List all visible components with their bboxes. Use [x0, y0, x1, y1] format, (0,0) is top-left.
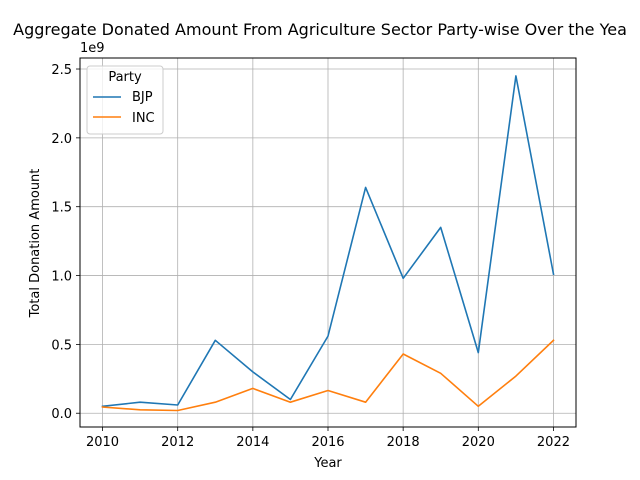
x-tick-label: 2014: [236, 435, 269, 450]
x-tick-label: 2016: [311, 435, 344, 450]
x-tick-label: 2022: [537, 435, 570, 450]
x-tick-label: 2010: [86, 435, 119, 450]
y-offset-label: 1e9: [80, 41, 105, 56]
legend: Party BJP INC: [86, 65, 164, 135]
legend-label-inc: INC: [132, 111, 155, 126]
y-tick-label: 0.0: [51, 407, 72, 422]
x-tick-label: 2020: [462, 435, 495, 450]
legend-title: Party: [108, 70, 142, 85]
chart-title: Aggregate Donated Amount From Agricultur…: [13, 20, 627, 39]
x-tick-label: 2018: [387, 435, 420, 450]
series-layer: [101, 75, 555, 412]
y-axis-label: Total Donation Amount: [28, 169, 43, 319]
y-tick-label: 2.5: [51, 63, 72, 78]
x-axis-ticks: 2010 2012 2014 2016 2018 2020 2022: [86, 427, 570, 450]
x-axis-label: Year: [313, 456, 342, 471]
legend-label-bjp: BJP: [132, 90, 153, 105]
y-tick-label: 2.0: [51, 132, 72, 147]
y-axis-ticks: 0.0 0.5 1.0 1.5 2.0 2.5: [51, 63, 80, 422]
series-line-inc: [101, 339, 555, 412]
y-tick-label: 1.0: [51, 270, 72, 285]
grid-lines: [80, 58, 576, 427]
y-tick-label: 1.5: [51, 201, 72, 216]
y-tick-label: 0.5: [51, 338, 72, 353]
x-tick-label: 2012: [161, 435, 194, 450]
series-line-bjp: [101, 75, 555, 408]
